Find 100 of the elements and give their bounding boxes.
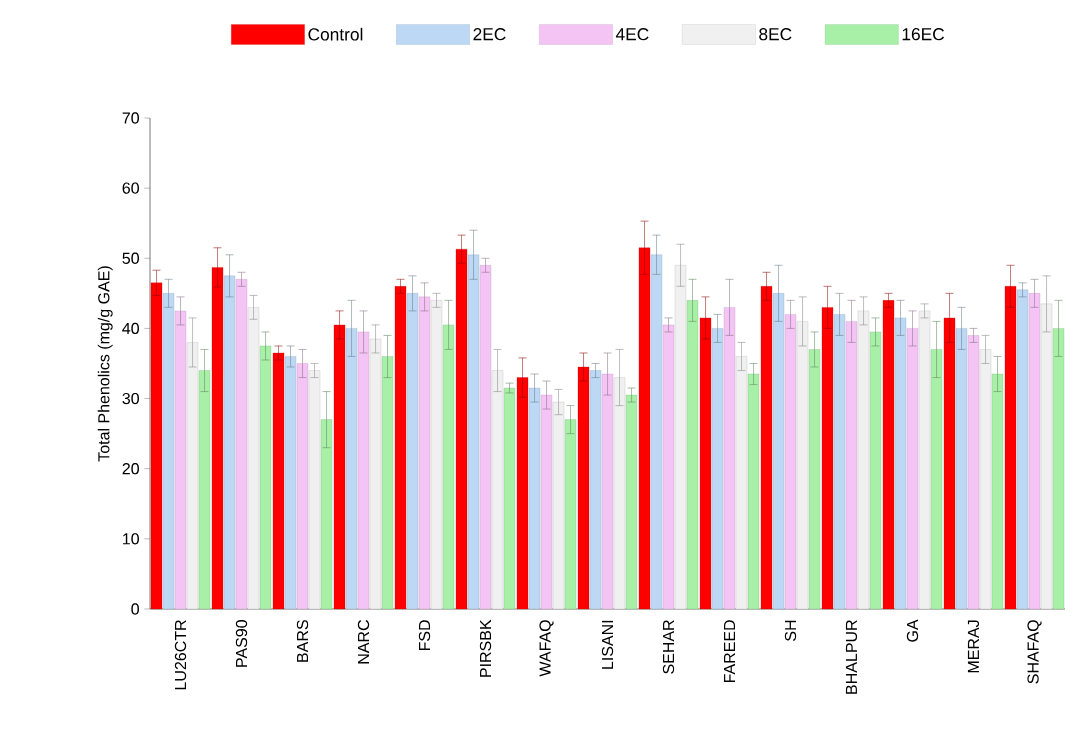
bar bbox=[638, 247, 651, 610]
bar bbox=[479, 265, 492, 610]
legend-label: 8EC bbox=[759, 28, 792, 41]
bar bbox=[991, 373, 1004, 610]
bar bbox=[613, 377, 626, 610]
y-tick-label: 10 bbox=[123, 533, 139, 545]
x-tick-label: NARC bbox=[357, 620, 370, 664]
bar bbox=[821, 307, 834, 610]
bar bbox=[967, 335, 980, 610]
y-tick-label: 60 bbox=[122, 182, 139, 194]
bar bbox=[943, 317, 956, 610]
legend-label: Control bbox=[308, 27, 363, 41]
y-tick-label: 0 bbox=[131, 603, 139, 615]
x-tick-label: FAREED bbox=[724, 620, 736, 683]
bar bbox=[211, 267, 224, 610]
bar bbox=[381, 356, 394, 610]
x-tick-label: PAS90 bbox=[235, 620, 248, 667]
x-tick-label: GA bbox=[906, 619, 919, 642]
bar bbox=[674, 265, 687, 610]
legend-label: 16EC bbox=[902, 28, 945, 41]
bar bbox=[516, 377, 529, 610]
bar bbox=[833, 314, 846, 610]
bar bbox=[430, 300, 443, 610]
bar bbox=[857, 310, 870, 610]
x-tick-label: LISANI bbox=[601, 620, 614, 669]
bar bbox=[979, 349, 992, 610]
bar bbox=[150, 282, 163, 610]
bar bbox=[650, 254, 663, 610]
bar bbox=[333, 324, 346, 610]
bar bbox=[723, 307, 736, 610]
y-tick-label: 50 bbox=[122, 252, 139, 264]
x-tick-label: MERAJ bbox=[967, 620, 980, 673]
y-tick-label: 30 bbox=[122, 392, 139, 405]
bar bbox=[259, 345, 272, 610]
bar bbox=[760, 286, 773, 610]
bar bbox=[1028, 293, 1041, 610]
bar bbox=[711, 328, 724, 610]
bar bbox=[491, 370, 504, 610]
bar bbox=[808, 349, 821, 610]
x-tick-label: SEHAR bbox=[662, 620, 675, 674]
bar bbox=[223, 275, 236, 610]
x-tick-label: FSD bbox=[418, 620, 431, 651]
bar bbox=[894, 317, 907, 610]
bar bbox=[272, 352, 285, 610]
bar bbox=[174, 310, 187, 610]
bar bbox=[320, 419, 333, 610]
bar bbox=[162, 293, 175, 610]
bar bbox=[918, 310, 931, 610]
bar bbox=[564, 419, 577, 610]
bar bbox=[345, 328, 358, 610]
bar bbox=[1016, 289, 1029, 610]
legend-label: 4EC bbox=[615, 28, 649, 41]
bar bbox=[577, 366, 590, 610]
bar bbox=[235, 279, 248, 610]
bar bbox=[845, 321, 858, 610]
x-tick-label: WAFAQ bbox=[539, 620, 554, 677]
bar bbox=[930, 349, 943, 610]
bar bbox=[528, 387, 541, 610]
bar bbox=[686, 300, 699, 610]
x-tick-label: BARS bbox=[296, 620, 309, 662]
bar bbox=[1052, 328, 1065, 610]
bar bbox=[284, 356, 297, 610]
bar bbox=[735, 356, 748, 610]
bar bbox=[662, 324, 675, 610]
bar bbox=[552, 401, 565, 610]
bar bbox=[503, 387, 516, 610]
bar bbox=[1040, 303, 1053, 610]
bar bbox=[796, 321, 809, 610]
y-axis-title: Total Phenolics (mg/g GAE) bbox=[97, 266, 113, 462]
bar bbox=[406, 293, 419, 610]
bar bbox=[308, 370, 321, 610]
y-tick-label: 70 bbox=[122, 112, 139, 124]
bar bbox=[467, 254, 480, 610]
bar bbox=[747, 373, 760, 610]
x-tick-label: BHALPUR bbox=[845, 620, 858, 694]
bar bbox=[540, 394, 553, 610]
bar bbox=[906, 328, 919, 610]
x-tick-label: PIRSBK bbox=[479, 619, 492, 677]
bar bbox=[369, 338, 382, 610]
bar bbox=[296, 363, 309, 610]
bar bbox=[772, 293, 785, 610]
bar bbox=[198, 370, 211, 610]
bar bbox=[394, 286, 407, 610]
legend-label: 2EC bbox=[473, 28, 506, 41]
bar bbox=[589, 370, 602, 610]
x-tick-label: SH bbox=[784, 620, 797, 641]
bar bbox=[1004, 286, 1017, 610]
bar bbox=[186, 342, 199, 610]
bar bbox=[699, 317, 712, 610]
y-tick-label: 40 bbox=[122, 322, 139, 335]
bar bbox=[955, 328, 968, 610]
y-tick-label: 20 bbox=[122, 463, 139, 475]
x-tick-label: LU26CTR bbox=[174, 620, 187, 690]
bar bbox=[247, 307, 260, 610]
bar bbox=[357, 331, 370, 610]
bar bbox=[455, 248, 468, 610]
bar bbox=[442, 324, 455, 610]
bar bbox=[601, 373, 614, 610]
x-tick-label: SHAFAQ bbox=[1027, 620, 1042, 684]
bar bbox=[882, 300, 895, 610]
